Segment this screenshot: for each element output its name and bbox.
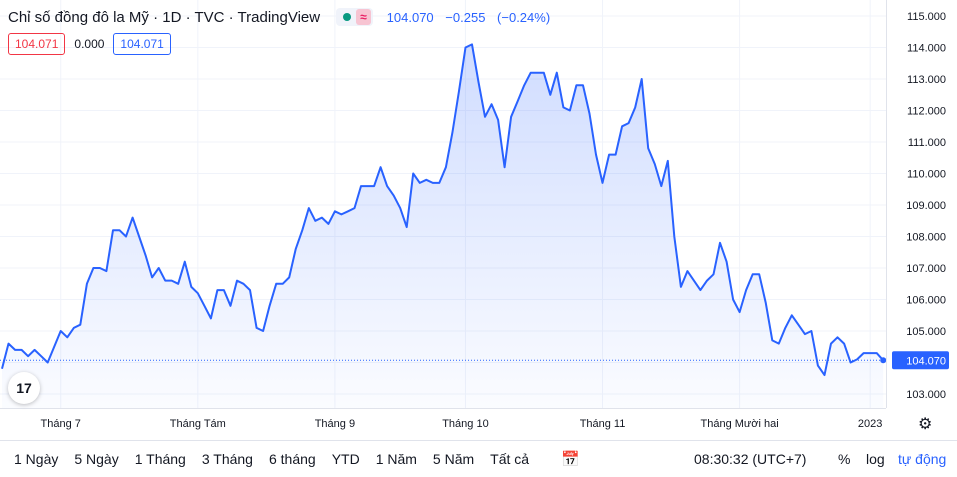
last-price: 104.070	[386, 9, 434, 25]
range-1m-button[interactable]: 1 Tháng	[134, 451, 186, 467]
buy-sell-panel: 104.071 0.000 104.071	[8, 33, 171, 55]
market-status[interactable]: ≈	[336, 8, 373, 26]
time-tick-label: Tháng 9	[315, 418, 355, 430]
last-price-badge	[892, 351, 949, 370]
price-series-line	[1, 43, 884, 377]
percent-scale-toggle[interactable]: %	[838, 451, 851, 467]
symbol-title[interactable]: Chỉ số đồng đô la Mỹ · 1D · TVC · Tradin…	[8, 8, 321, 26]
chart-header: Chỉ số đồng đô la Mỹ · 1D · TVC · Tradin…	[8, 6, 558, 28]
price-tick-label: 106.000	[906, 295, 946, 307]
price-tick-label: 111.000	[908, 137, 946, 149]
sell-price-button[interactable]: 104.071	[8, 33, 66, 55]
price-tick-label: 113.000	[907, 74, 946, 86]
price-tick-label: 107.000	[906, 263, 946, 275]
price-tick-label: 103.000	[906, 389, 946, 401]
spread-value: 0.000	[74, 37, 105, 51]
price-tick-label: 112.000	[907, 106, 946, 118]
price-tick-label: 115.000	[907, 11, 946, 23]
price-tick-label: 105.000	[906, 326, 946, 338]
time-tick-label: Tháng 11	[580, 418, 626, 430]
price-tick-label: 114.000	[907, 43, 946, 55]
range-ytd-button[interactable]: YTD	[331, 451, 360, 467]
price-axis[interactable]: 103.000104.000105.000106.000107.000108.0…	[886, 0, 950, 408]
price-chart[interactable]: 103.000104.000105.000106.000107.000108.0…	[0, 0, 957, 440]
area-path	[2, 44, 884, 409]
price-change: −0.255	[445, 9, 486, 25]
series-path	[1, 43, 884, 377]
header-quote: 104.070 −0.255 (−0.24%)	[387, 10, 559, 25]
delayed-data-icon: ≈	[356, 9, 371, 25]
time-axis[interactable]: Tháng 7 Tháng Tám Tháng 9 Tháng 10 Tháng 11 T…	[0, 408, 886, 431]
gear-icon[interactable]: ⚙	[918, 416, 933, 433]
range-all-button[interactable]: Tất cả	[490, 451, 530, 467]
range-3m-button[interactable]: 3 Tháng	[201, 451, 253, 467]
log-scale-toggle[interactable]: log	[866, 451, 885, 467]
bottom-toolbar: 1 Ngày 5 Ngày 1 Tháng 3 Tháng 6 tháng YT…	[0, 440, 957, 477]
price-tick-label: 109.000	[906, 200, 946, 212]
auto-scale-toggle[interactable]: tự động	[898, 451, 947, 467]
tradingview-logo-icon[interactable]: 17	[8, 372, 40, 404]
area-fill	[2, 44, 884, 409]
range-1y-button[interactable]: 1 Năm	[375, 451, 417, 467]
last-price-badge-label: 104.070	[906, 355, 946, 367]
market-open-dot-icon	[343, 13, 352, 21]
time-tick-label: 2023	[858, 418, 882, 430]
clock-readout[interactable]: 08:30:32 (UTC+7)	[694, 451, 807, 467]
calendar-icon[interactable]: 📅	[561, 451, 580, 468]
time-tick-label: Tháng Mười hai	[701, 418, 779, 430]
price-tick-label: 108.000	[906, 232, 946, 244]
range-6m-button[interactable]: 6 tháng	[268, 451, 316, 467]
buy-price-button[interactable]: 104.071	[113, 33, 171, 55]
range-1d-button[interactable]: 1 Ngày	[14, 451, 59, 467]
price-tick-label: 110.000	[907, 169, 946, 181]
range-5d-button[interactable]: 5 Ngày	[74, 451, 119, 467]
range-5y-button[interactable]: 5 Năm	[432, 451, 475, 467]
time-tick-label: Tháng Tám	[170, 418, 226, 430]
time-tick-label: Tháng 7	[41, 418, 81, 430]
price-change-percent: (−0.24%)	[497, 9, 551, 25]
time-tick-label: Tháng 10	[442, 418, 488, 430]
